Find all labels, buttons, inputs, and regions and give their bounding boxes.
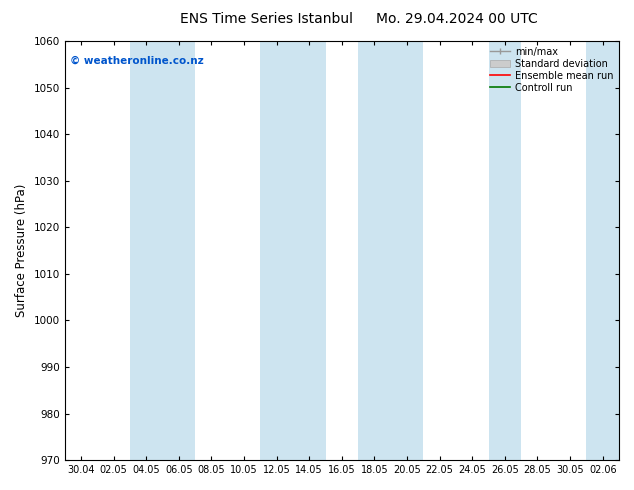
Bar — [293, 41, 325, 460]
Bar — [162, 41, 195, 460]
Text: © weatheronline.co.nz: © weatheronline.co.nz — [70, 56, 204, 66]
Bar — [358, 41, 391, 460]
Bar — [261, 41, 293, 460]
Bar — [130, 41, 162, 460]
Text: ENS Time Series Istanbul: ENS Time Series Istanbul — [180, 12, 353, 26]
Bar — [586, 41, 619, 460]
Y-axis label: Surface Pressure (hPa): Surface Pressure (hPa) — [15, 184, 28, 318]
Bar — [391, 41, 424, 460]
Legend: min/max, Standard deviation, Ensemble mean run, Controll run: min/max, Standard deviation, Ensemble me… — [486, 43, 617, 97]
Text: Mo. 29.04.2024 00 UTC: Mo. 29.04.2024 00 UTC — [375, 12, 538, 26]
Bar — [489, 41, 521, 460]
